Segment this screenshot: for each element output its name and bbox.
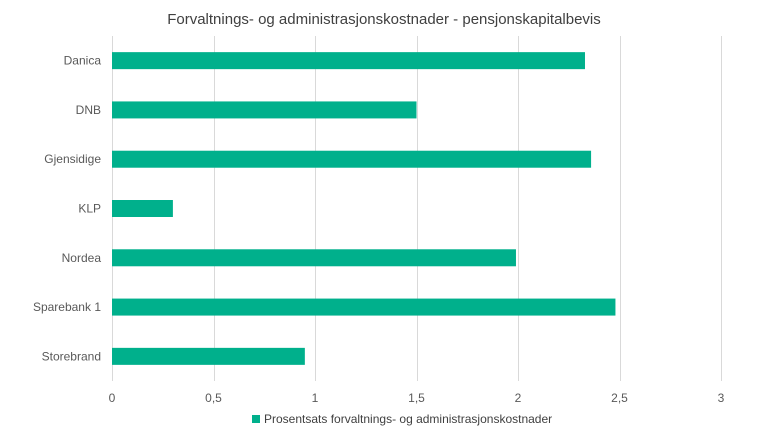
x-tick-label: 1,5 — [408, 391, 425, 405]
x-tick-label: 3 — [718, 391, 725, 405]
bar-storebrand — [112, 347, 305, 365]
x-tick-label: 1 — [312, 391, 319, 405]
bar-gjensidige — [112, 150, 592, 168]
bars — [112, 52, 616, 365]
legend-label: Prosentsats forvaltnings- og administras… — [264, 412, 552, 426]
x-tick-label: 2,5 — [611, 391, 628, 405]
category-label: Sparebank 1 — [33, 300, 101, 314]
legend-swatch — [252, 415, 260, 423]
category-label: Storebrand — [42, 349, 101, 363]
category-label: KLP — [78, 202, 101, 216]
x-tick-labels: 0 0,5 1 1,5 2 2,5 3 — [109, 391, 725, 405]
bar-danica — [112, 52, 585, 70]
category-label: DNB — [76, 103, 101, 117]
chart-title: Forvaltnings- og administrasjonskostnade… — [167, 11, 601, 28]
x-tick-label: 2 — [515, 391, 522, 405]
bar-sparebank-1 — [112, 298, 616, 316]
category-label: Danica — [64, 54, 102, 68]
bar-klp — [112, 200, 173, 217]
category-label: Gjensidige — [44, 152, 101, 166]
gridlines — [112, 36, 722, 381]
bar-dnb — [112, 101, 417, 119]
category-labels: Danica DNB Gjensidige KLP Nordea Sparebank 1 S… — [33, 54, 101, 364]
x-tick-label: 0,5 — [205, 391, 222, 405]
legend: Prosentsats forvaltnings- og administras… — [252, 412, 552, 426]
category-label: Nordea — [62, 251, 102, 265]
x-tick-label: 0 — [109, 391, 116, 405]
bar-nordea — [112, 249, 516, 267]
